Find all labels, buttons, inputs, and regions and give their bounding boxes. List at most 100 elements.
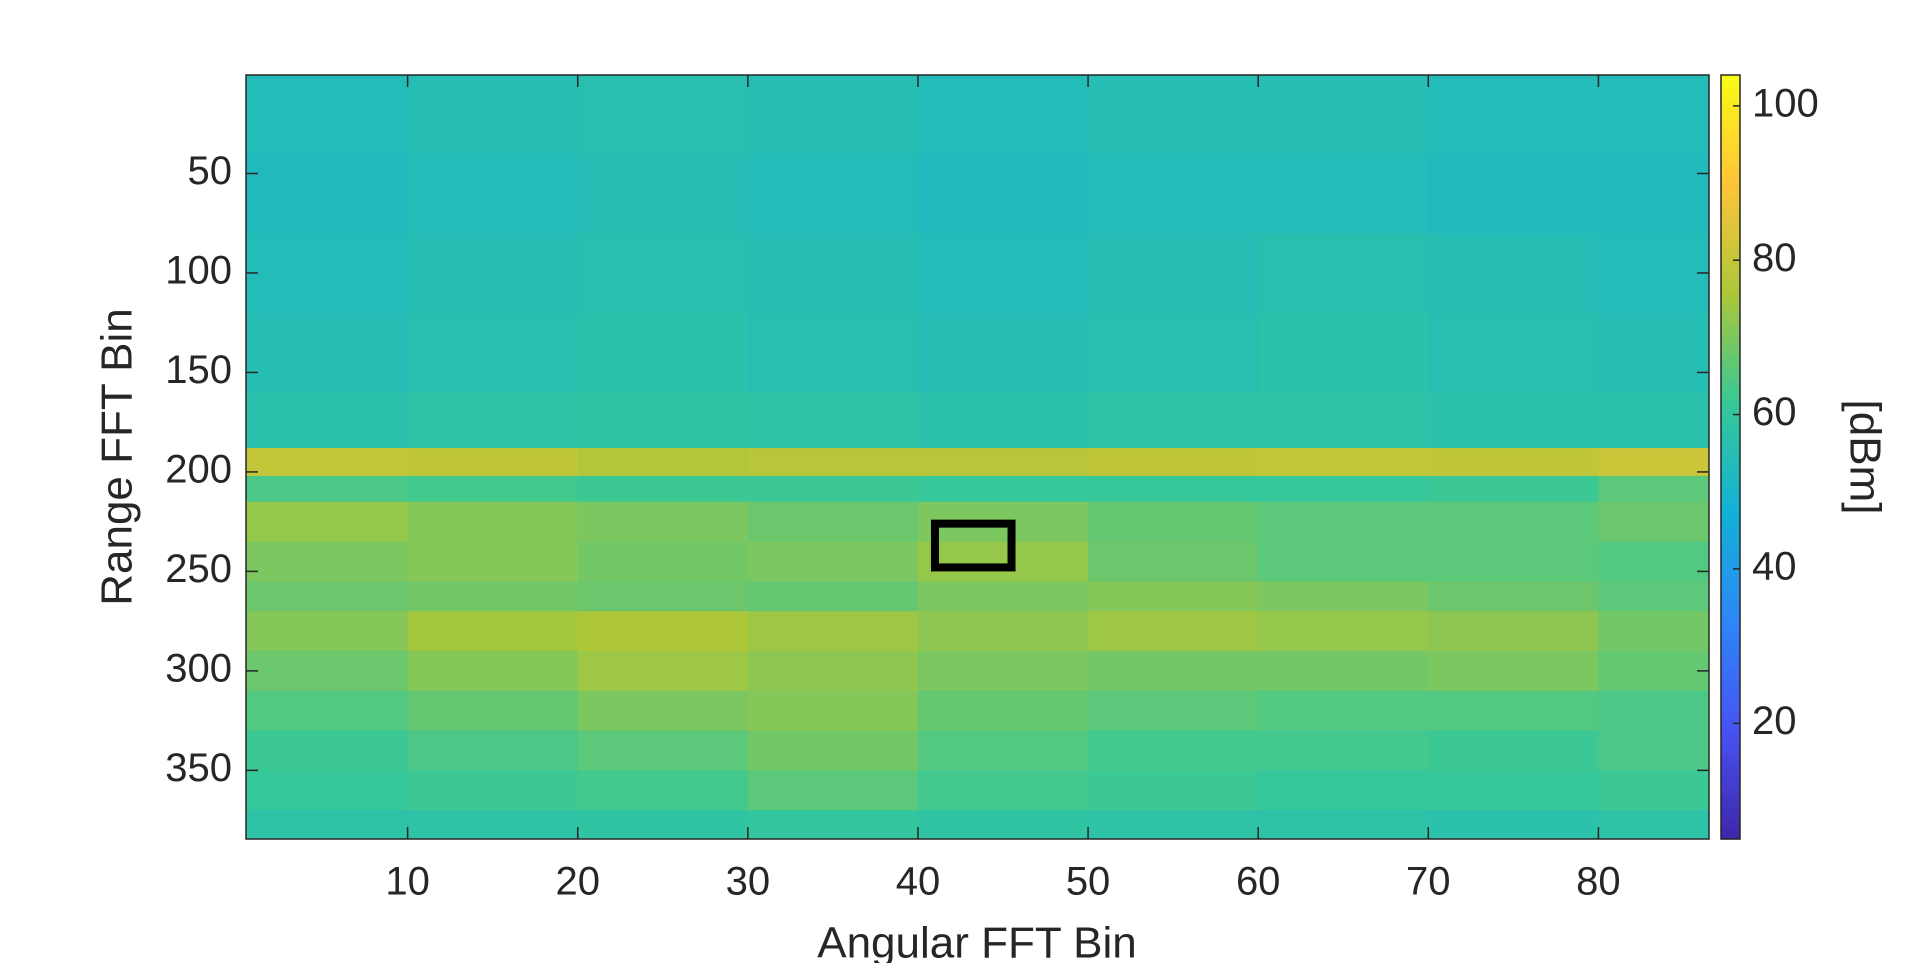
colorbar-swatch [1721, 832, 1740, 840]
heatmap-cell [1088, 312, 1259, 393]
colorbar-swatch [1721, 558, 1740, 566]
colorbar-swatch [1721, 756, 1740, 764]
colorbar-swatch [1721, 132, 1740, 140]
colorbar-swatch [1721, 380, 1740, 388]
heatmap-cell [1088, 611, 1259, 652]
colorbar-swatch [1721, 113, 1740, 121]
colorbar-swatch [1721, 240, 1740, 248]
colorbar-swatch [1721, 609, 1740, 617]
heatmap-cell [407, 730, 579, 771]
colorbar-swatch [1721, 571, 1740, 579]
heatmap-cell [577, 541, 749, 582]
colorbar-tick-label: 40 [1752, 544, 1797, 588]
x-tick-label: 70 [1406, 860, 1451, 904]
heatmap-cell [1428, 770, 1599, 811]
heatmap-cell [1428, 153, 1599, 234]
colorbar-swatch [1721, 151, 1740, 159]
heatmap-cell [1258, 770, 1429, 811]
colorbar-swatch [1721, 450, 1740, 458]
heatmap-cell [407, 501, 579, 543]
heatmap-cell [1598, 75, 1710, 155]
colorbar-swatch [1721, 170, 1740, 178]
colorbar-swatch [1721, 692, 1740, 700]
heatmap-cell [407, 770, 579, 811]
heatmap-cell [747, 730, 919, 771]
colorbar-swatch [1721, 673, 1740, 681]
heatmap-cell [1088, 770, 1259, 811]
colorbar-swatch [1721, 724, 1740, 732]
heatmap-cell [1428, 312, 1599, 393]
heatmap-cell [577, 581, 749, 612]
colorbar-swatch [1721, 660, 1740, 668]
colorbar-swatch [1721, 476, 1740, 484]
heatmap-cell [246, 650, 409, 692]
heatmap-cell [407, 153, 579, 234]
colorbar-swatch [1721, 807, 1740, 815]
colorbar-swatch [1721, 437, 1740, 445]
heatmap-cell [1088, 233, 1259, 314]
heatmap-cell [1088, 650, 1259, 692]
colorbar-swatch [1721, 616, 1740, 624]
colorbar-swatch [1721, 125, 1740, 133]
colorbar-frame [1720, 74, 1741, 840]
colorbar-swatch [1721, 826, 1740, 834]
heatmap-cell [747, 312, 919, 393]
heatmap-cell [1428, 75, 1599, 155]
heatmap-cell [577, 75, 749, 155]
colorbar-swatch [1721, 310, 1740, 318]
colorbar-swatch [1721, 603, 1740, 611]
colorbar-swatch [1721, 788, 1740, 796]
colorbar-swatch [1721, 348, 1740, 356]
colorbar-swatch [1721, 800, 1740, 808]
colorbar-swatch [1721, 94, 1740, 102]
heatmap-cell [1598, 770, 1710, 811]
colorbar-swatch [1721, 329, 1740, 337]
heatmap-cell [917, 730, 1089, 771]
colorbar-swatch [1721, 469, 1740, 477]
heatmap-cell [407, 475, 579, 503]
heatmap-cell [577, 770, 749, 811]
heatmap-cell [577, 501, 749, 543]
colorbar-swatch [1721, 743, 1740, 751]
colorbar-swatch [1721, 176, 1740, 184]
heatmap-cell [1088, 810, 1259, 840]
heatmap-cell [246, 770, 409, 811]
heatmap-cell [1258, 690, 1429, 732]
heatmap-cell [747, 611, 919, 652]
colorbar-swatch [1721, 342, 1740, 350]
highlight-box [930, 519, 1016, 572]
colorbar-swatch [1721, 768, 1740, 776]
heatmap-cell [917, 581, 1089, 612]
colorbar-tick-label: 60 [1752, 390, 1797, 434]
colorbar-swatch [1721, 183, 1740, 191]
heatmap-cell [1598, 730, 1710, 771]
colorbar-swatch [1721, 386, 1740, 394]
y-tick-label: 200 [165, 447, 232, 491]
heatmap-cell [577, 611, 749, 652]
heatmap-cell [407, 810, 579, 840]
heatmap-cell [747, 75, 919, 155]
heatmap-cell [747, 690, 919, 732]
heatmap-cell [407, 690, 579, 732]
heatmap-cell [246, 611, 409, 652]
heatmap-cell [1428, 541, 1599, 582]
heatmap-cell [1598, 312, 1710, 393]
colorbar-swatch [1721, 272, 1740, 280]
colorbar-swatch [1721, 406, 1740, 414]
heatmap-cell [1258, 611, 1429, 652]
heatmap-cell [1598, 392, 1710, 449]
colorbar-swatch [1721, 425, 1740, 433]
colorbar-swatch [1721, 81, 1740, 89]
heatmap-cell [407, 581, 579, 612]
heatmap-cell [1258, 75, 1429, 155]
heatmap-cell [246, 153, 409, 234]
heatmap-cell [577, 448, 749, 477]
heatmap-cell [577, 810, 749, 840]
heatmap-cell [1428, 448, 1599, 477]
heatmap-cell [917, 392, 1089, 449]
colorbar-swatch [1721, 367, 1740, 375]
heatmap-cell [577, 475, 749, 503]
heatmap-cell [1258, 581, 1429, 612]
heatmap-cell [246, 690, 409, 732]
colorbar-swatch [1721, 533, 1740, 541]
